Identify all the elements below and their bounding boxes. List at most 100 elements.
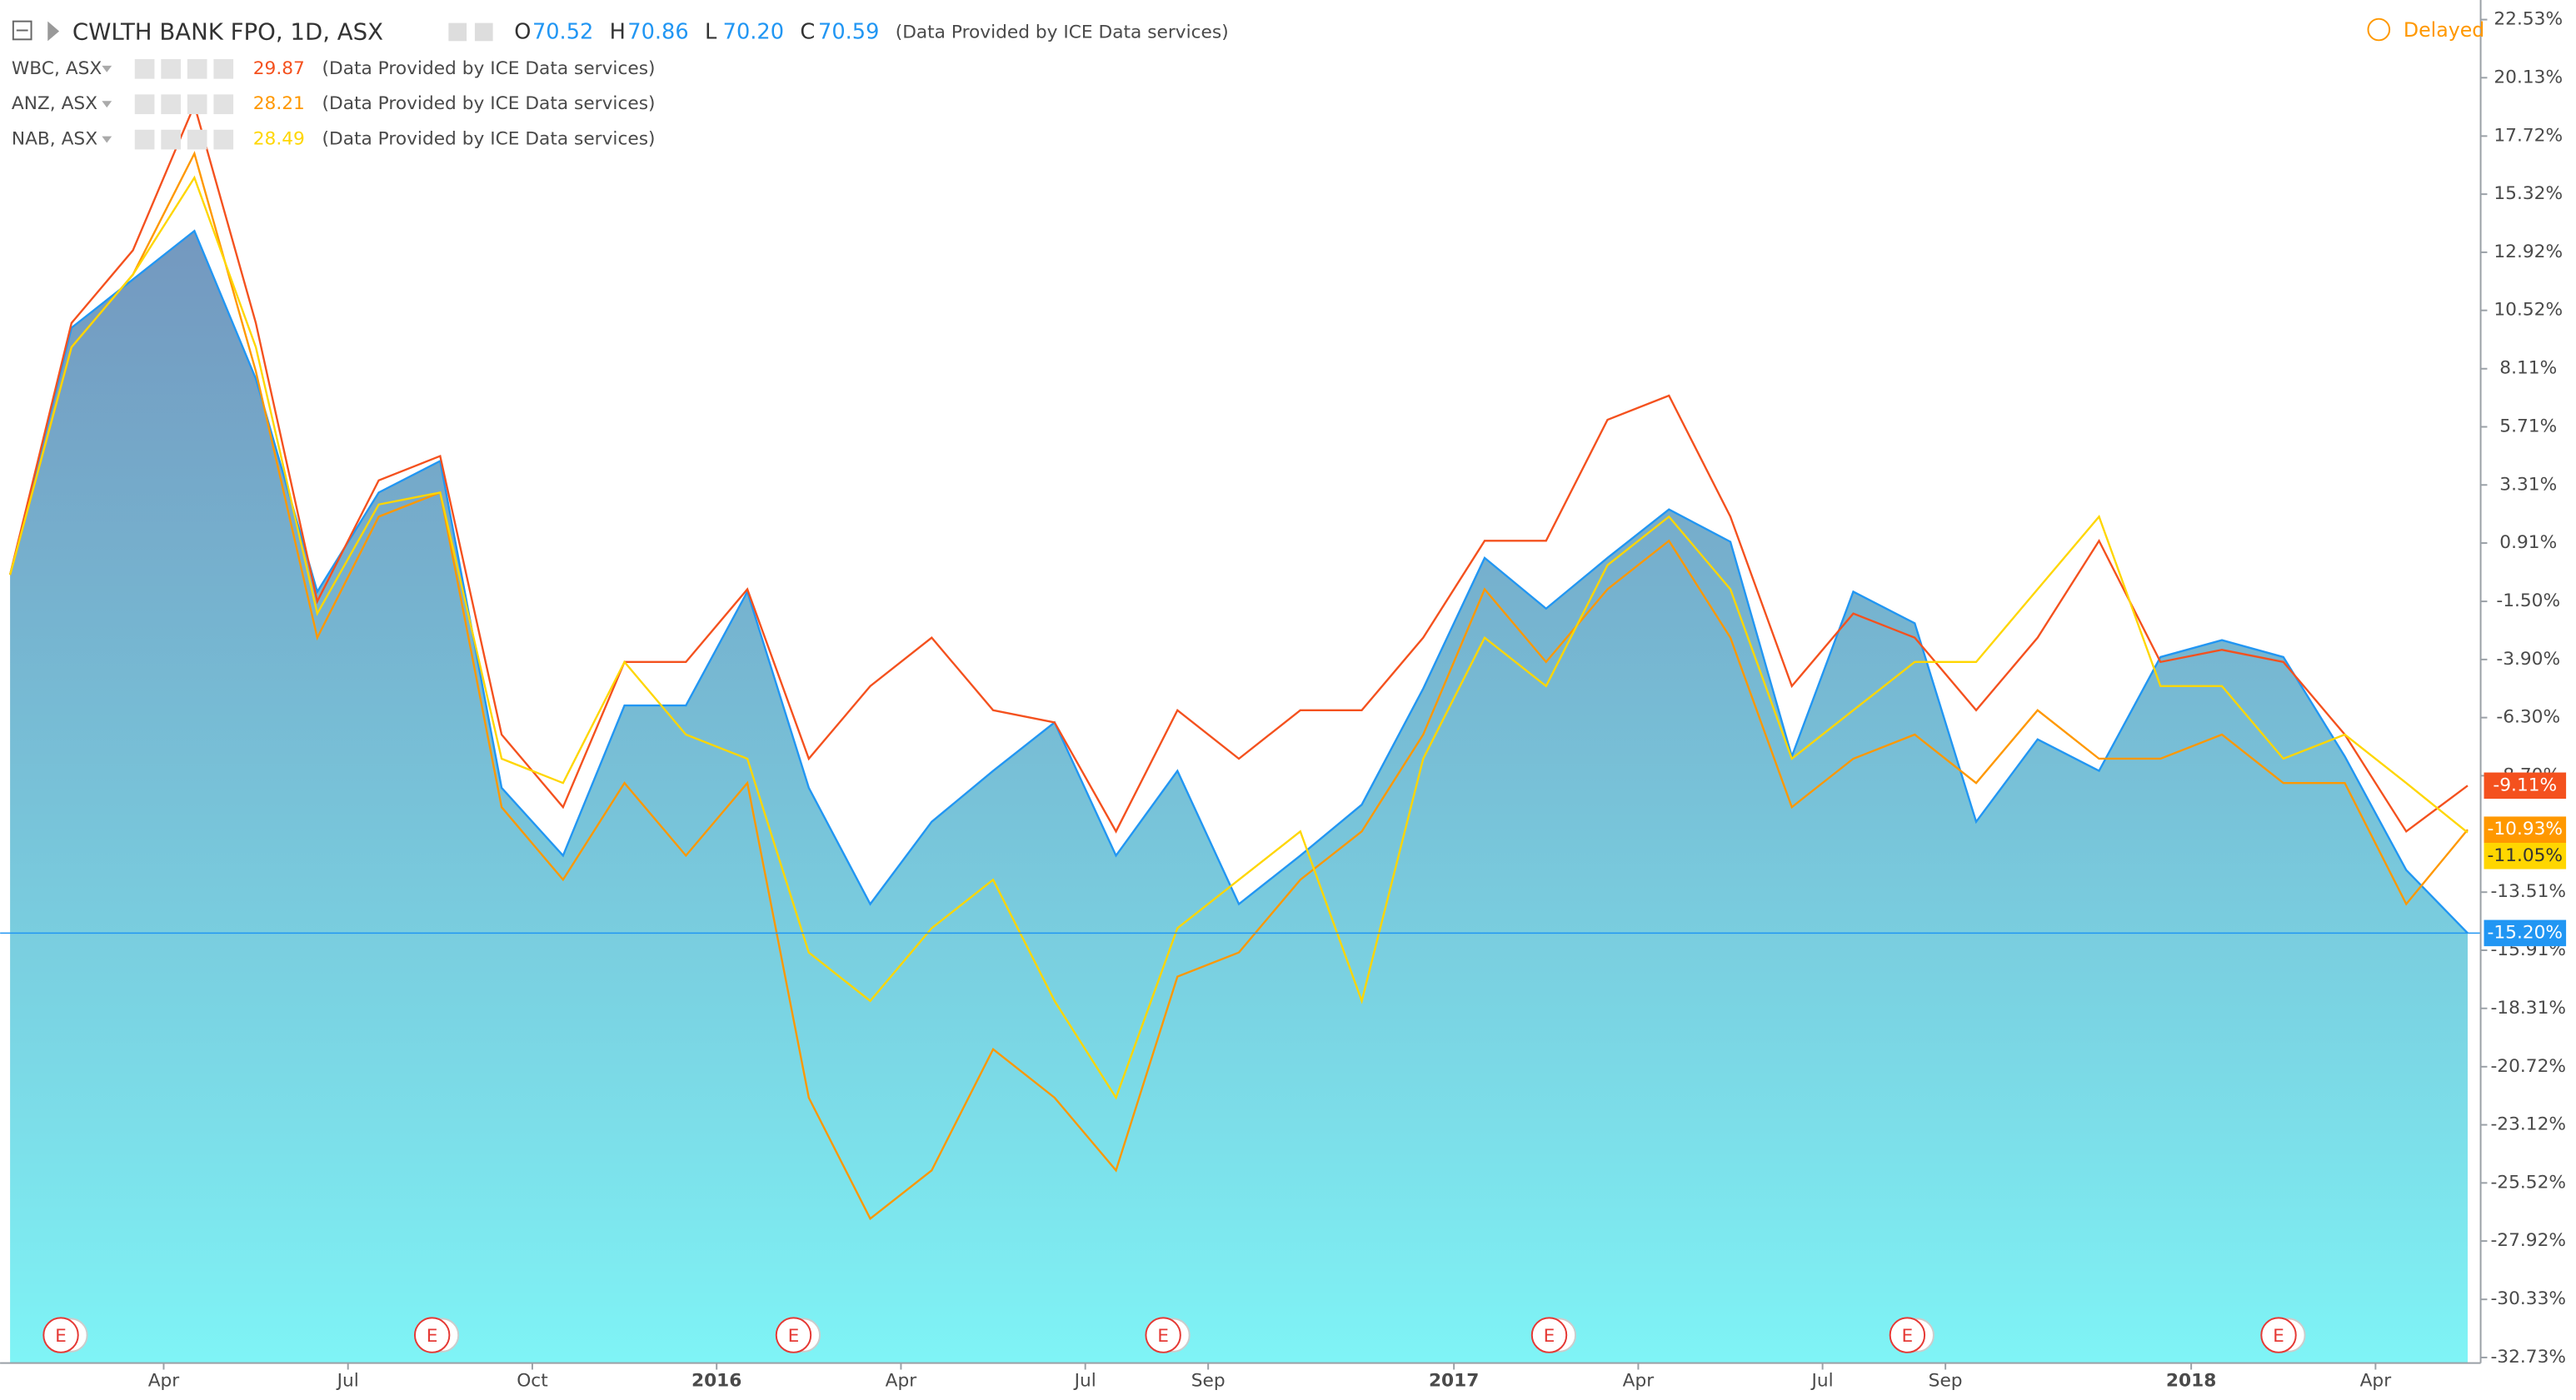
x-tick-label: Jul — [336, 1370, 359, 1391]
ohlc-value: 70.52 — [532, 19, 593, 44]
x-tick-label: Apr — [2360, 1370, 2392, 1391]
y-tick-label: -1.50% — [2496, 590, 2560, 611]
line — [8, 175, 2469, 1100]
legend-dropdown — [102, 101, 112, 108]
ohlc-value: 70.59 — [818, 19, 879, 44]
y-tick-label: -32.73% — [2490, 1347, 2566, 1368]
legend-button — [213, 58, 234, 79]
x-tick-label: 2017 — [1429, 1370, 1479, 1391]
ohlc-key: O — [514, 19, 531, 44]
earnings-marker[interactable] — [1530, 1317, 1568, 1353]
x-tick-label: Apr — [1623, 1370, 1655, 1391]
y-tick-label: 15.32% — [2494, 183, 2563, 204]
earnings-label: E — [427, 1326, 438, 1347]
chart-title: CWLTH BANK FPO, 1D, ASX — [72, 17, 383, 45]
source-note: (Data Provided by ICE Data services) — [896, 22, 1229, 42]
last-value-badge — [2484, 842, 2567, 869]
last-value-label: -9.11% — [2493, 775, 2557, 795]
legend-button — [213, 94, 234, 115]
earnings-label: E — [2273, 1326, 2284, 1347]
earnings-marker[interactable] — [413, 1317, 451, 1353]
x-tick-label: Apr — [148, 1370, 180, 1391]
earnings-marker[interactable] — [2260, 1317, 2297, 1353]
x-tick-label: Jul — [1073, 1370, 1096, 1391]
legend-price: 28.21 — [253, 93, 305, 114]
legend-button — [187, 129, 207, 150]
x-tick-label: Sep — [1191, 1370, 1226, 1391]
y-tick-label: 22.53% — [2494, 9, 2563, 30]
last-value-badge — [2484, 772, 2567, 800]
line — [8, 229, 2469, 934]
last-value-badge — [2484, 919, 2567, 947]
y-tick-label: 20.13% — [2494, 67, 2563, 87]
earnings-label: E — [788, 1326, 800, 1347]
legend-dropdown — [102, 65, 112, 72]
x-tick-label: Sep — [1929, 1370, 1963, 1391]
y-tick-label: -23.12% — [2490, 1114, 2566, 1135]
legend-button — [134, 94, 155, 115]
eye-button[interactable] — [448, 22, 467, 42]
legend-button — [134, 129, 155, 150]
x-tick-label: 2018 — [2166, 1370, 2216, 1391]
y-tick-label: 12.92% — [2494, 242, 2563, 262]
legend-button — [213, 129, 234, 150]
legend-price: 28.49 — [253, 129, 305, 150]
y-tick-label: -18.31% — [2490, 998, 2566, 1019]
y-tick-label: 5.71% — [2499, 416, 2557, 437]
ohlc-value: 70.20 — [723, 19, 784, 44]
legend-name: ANZ, ASX — [12, 93, 97, 114]
legend-button — [134, 58, 155, 79]
y-tick-label: 3.31% — [2499, 474, 2557, 495]
legend-button — [161, 129, 181, 150]
y-tick-label: -27.92% — [2490, 1230, 2566, 1251]
x-tick-label: Jul — [1810, 1370, 1834, 1391]
legend-price: 29.87 — [253, 58, 305, 79]
last-value-label: -11.05% — [2488, 845, 2564, 866]
ohlc-key: L — [705, 19, 717, 44]
earnings-label: E — [55, 1326, 67, 1347]
earnings-label: E — [1157, 1326, 1169, 1347]
area — [10, 231, 2468, 1363]
legend-button — [161, 94, 181, 115]
last-value-label: -15.20% — [2488, 922, 2564, 943]
y-tick-label: -6.30% — [2496, 707, 2560, 728]
earnings-label: E — [1902, 1326, 1914, 1347]
x-tick-label: Apr — [886, 1370, 917, 1391]
flag-icon — [47, 21, 60, 42]
last-value-label: -10.93% — [2488, 819, 2564, 840]
y-tick-label: 17.72% — [2494, 125, 2563, 146]
legend-source: (Data Provided by ICE Data services) — [322, 129, 656, 150]
y-tick-label: 0.91% — [2499, 532, 2557, 553]
y-tick-label: -20.72% — [2490, 1056, 2566, 1077]
earnings-marker[interactable] — [775, 1317, 812, 1353]
y-tick-label: -13.51% — [2490, 881, 2566, 902]
earnings-marker[interactable] — [42, 1317, 79, 1353]
delayed-icon — [2367, 17, 2391, 42]
legend-dropdown — [102, 136, 112, 143]
x-tick-label: Oct — [517, 1370, 548, 1391]
y-tick-label: -25.52% — [2490, 1172, 2566, 1193]
settings-button[interactable] — [474, 22, 493, 42]
line — [8, 151, 2469, 1221]
y-tick-label: -3.90% — [2496, 649, 2560, 670]
axes: 22.53% 20.13% 17.72% 15.32% 12.92% 10.52% 8.11… — [148, 9, 2567, 1391]
legend-button — [161, 58, 181, 79]
y-tick-label: -30.33% — [2490, 1288, 2566, 1309]
y-tick-label: 8.11% — [2499, 358, 2557, 379]
x-tick-label: 2016 — [691, 1370, 741, 1391]
collapse-button[interactable] — [12, 20, 32, 41]
line — [8, 102, 2469, 834]
legend-source: (Data Provided by ICE Data services) — [322, 58, 656, 79]
legend-source: (Data Provided by ICE Data services) — [322, 93, 656, 114]
earnings-label: E — [1544, 1326, 1555, 1347]
ohlc-key: C — [800, 19, 815, 44]
earnings-marker[interactable] — [1145, 1317, 1181, 1353]
earnings-marker[interactable] — [1889, 1317, 1926, 1353]
delayed-label: Delayed — [2404, 18, 2484, 42]
ohlc-value: 70.86 — [627, 19, 688, 44]
last-value-badge — [2484, 816, 2567, 843]
y-tick-label: 10.52% — [2494, 300, 2563, 321]
legend-button — [187, 94, 207, 115]
